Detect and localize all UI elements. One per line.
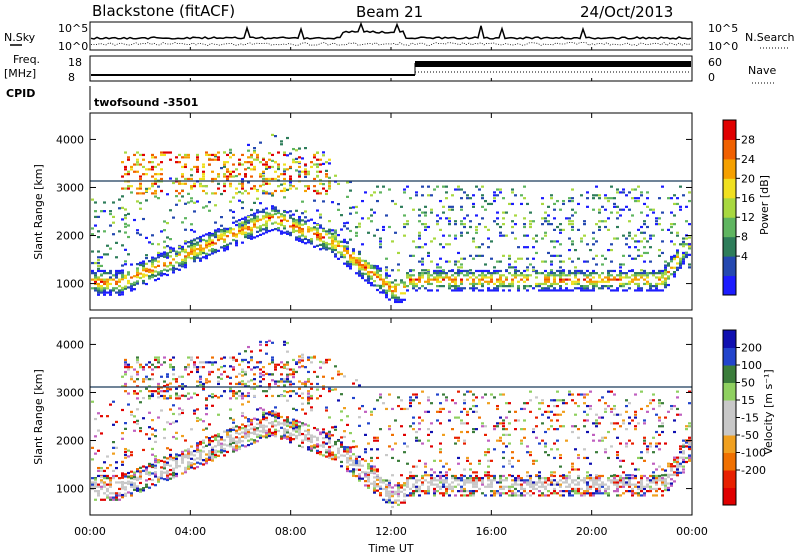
y-tick-label: 4000 bbox=[56, 133, 84, 146]
velocity-colorbar-label: Velocity [m s⁻¹] bbox=[762, 369, 775, 454]
nsky-tick-bottom: 10^0 bbox=[58, 40, 88, 53]
power-y-ticks: 1000 2000 3000 4000 bbox=[56, 133, 692, 291]
x-tick-label: 00:00 bbox=[676, 525, 708, 538]
nave-tick-bottom: 0 bbox=[708, 71, 715, 84]
colorbar-tick-label: 28 bbox=[741, 133, 755, 146]
freq-label: Freq. bbox=[13, 53, 40, 66]
x-tick-label: 00:00 bbox=[74, 525, 106, 538]
station-title: Blackstone (fitACF) bbox=[92, 2, 235, 20]
velocity-y-ticks: 1000 2000 3000 4000 bbox=[56, 338, 692, 496]
colorbar-tick-label: 16 bbox=[741, 192, 755, 205]
nsearch-label: N.Search bbox=[745, 31, 795, 44]
colorbar-tick-label: 20 bbox=[741, 172, 755, 185]
noise-panel-frame bbox=[89, 21, 693, 51]
power-colorbar-label: Power [dB] bbox=[758, 175, 771, 235]
colorbar-tick-label: 100 bbox=[741, 359, 762, 372]
colorbar-segment bbox=[723, 382, 736, 401]
y-tick-label: 3000 bbox=[56, 181, 84, 194]
colorbar-segment bbox=[723, 178, 736, 199]
y-tick-label: 4000 bbox=[56, 338, 84, 351]
colorbar-tick-label: 15 bbox=[741, 394, 755, 407]
colorbar-segment bbox=[723, 275, 736, 296]
colorbar-segment bbox=[723, 417, 736, 436]
colorbar-tick-label: -100 bbox=[741, 447, 766, 460]
colorbar-tick-label: 8 bbox=[741, 231, 748, 244]
freq-series-high bbox=[415, 61, 691, 67]
power-panel: 1000 2000 3000 4000 Slant Range [km] 28 24 20… bbox=[32, 112, 771, 311]
colorbar-segment bbox=[723, 197, 736, 218]
y-tick-label: 3000 bbox=[56, 386, 84, 399]
colorbar-tick-label: 12 bbox=[741, 211, 755, 224]
nsky-label: N.Sky bbox=[4, 31, 36, 44]
freq-unit-label: [MHz] bbox=[4, 67, 36, 80]
colorbar-tick-label: -50 bbox=[741, 429, 759, 442]
colorbar-tick-label: 24 bbox=[741, 153, 755, 166]
velocity-cells bbox=[91, 339, 691, 509]
colorbar-frame bbox=[722, 119, 737, 296]
velocity-panel: 1000 2000 3000 4000 Slant Range [km] 200 100… bbox=[32, 317, 775, 516]
cpid-value: twofsound -3501 bbox=[94, 96, 198, 109]
nsearch-tick-bottom: 10^0 bbox=[708, 40, 738, 53]
colorbar-segment bbox=[723, 217, 736, 238]
beam-title: Beam 21 bbox=[356, 3, 423, 21]
x-tick-label: 16:00 bbox=[475, 525, 507, 538]
date-title: 24/Oct/2013 bbox=[580, 3, 673, 21]
freq-panel: Freq. [MHz] 18 8 60 0 Nave bbox=[4, 53, 776, 84]
nsky-series bbox=[90, 21, 692, 40]
nsky-tick-top: 10^5 bbox=[58, 22, 88, 35]
colorbar-segment bbox=[723, 256, 736, 277]
colorbar-tick-label: -200 bbox=[741, 464, 766, 477]
x-axis-ticks: 00:00 04:00 08:00 12:00 16:00 20:00 00:00 bbox=[74, 47, 708, 538]
y-tick-label: 1000 bbox=[56, 483, 84, 496]
colorbar-tick-label: -15 bbox=[741, 412, 759, 425]
y-tick-label: 1000 bbox=[56, 278, 84, 291]
power-colorbar: 28 24 20 16 12 8 4 bbox=[722, 119, 755, 296]
colorbar-segment bbox=[723, 120, 736, 140]
velocity-ylabel: Slant Range [km] bbox=[32, 369, 45, 465]
y-tick-label: 2000 bbox=[56, 435, 84, 448]
y-tick-label: 2000 bbox=[56, 230, 84, 243]
x-tick-label: 08:00 bbox=[275, 525, 307, 538]
x-axis-label: Time UT bbox=[367, 542, 413, 554]
colorbar-segment bbox=[723, 236, 736, 257]
colorbar-segment bbox=[723, 365, 736, 383]
power-ylabel: Slant Range [km] bbox=[32, 164, 45, 260]
nave-tick-top: 60 bbox=[708, 56, 722, 69]
freq-tick-top: 18 bbox=[68, 56, 82, 69]
colorbar-tick-label: 4 bbox=[741, 250, 748, 263]
colorbar-segment bbox=[723, 330, 736, 348]
nsearch-series bbox=[90, 41, 692, 47]
colorbar-segment bbox=[723, 487, 736, 506]
power-cells bbox=[91, 133, 691, 304]
freq-tick-bottom: 8 bbox=[68, 71, 75, 84]
cpid-label: CPID bbox=[6, 87, 35, 100]
colorbar-tick-label: 200 bbox=[741, 342, 762, 355]
colorbar-segment bbox=[723, 470, 736, 488]
colorbar-segment bbox=[723, 347, 736, 366]
nave-label: Nave bbox=[748, 64, 776, 77]
velocity-colorbar: 200 100 50 15 -15 -50 -100 -200 bbox=[722, 329, 766, 506]
colorbar-segment bbox=[723, 435, 736, 453]
freq-panel-frame bbox=[89, 55, 693, 82]
x-tick-label: 04:00 bbox=[174, 525, 206, 538]
colorbar-segment bbox=[723, 139, 736, 160]
colorbar-tick-label: 50 bbox=[741, 377, 755, 390]
colorbar-segment bbox=[723, 452, 736, 471]
x-tick-label: 12:00 bbox=[375, 525, 407, 538]
nsearch-tick-top: 10^5 bbox=[708, 22, 738, 35]
colorbar-segment bbox=[723, 400, 736, 418]
colorbar-segment bbox=[723, 158, 736, 179]
x-tick-label: 20:00 bbox=[576, 525, 608, 538]
noise-panel: N.Sky 10^5 10^0 10^5 10^0 N.Search bbox=[4, 21, 795, 53]
